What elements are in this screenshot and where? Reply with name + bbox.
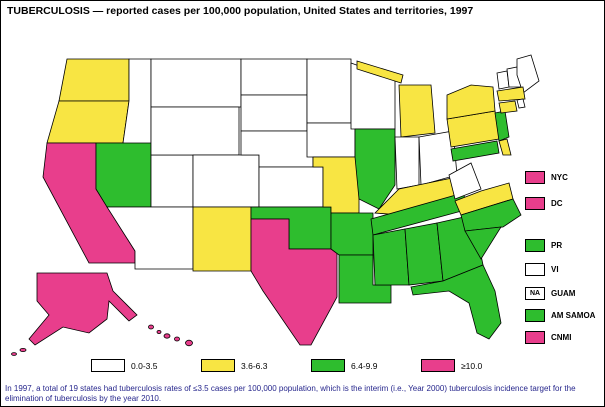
- territory-item-guam: NA GUAM: [525, 287, 575, 300]
- territory-swatch-guam: NA: [525, 287, 545, 300]
- legend-label-cat3: 6.4-9.9: [351, 360, 378, 371]
- hawaii-island-icon: [185, 339, 193, 347]
- state-de: [498, 138, 512, 156]
- legend-label-cat1: 0.0-3.5: [131, 360, 158, 371]
- state-ar: [330, 212, 374, 256]
- state-va: [454, 182, 514, 216]
- state-mn: [306, 58, 352, 124]
- territory-label-guam: GUAM: [551, 289, 576, 298]
- state-nd: [240, 58, 308, 96]
- state-me: [516, 54, 540, 94]
- state-wv: [448, 162, 482, 200]
- state-tx: [250, 218, 338, 346]
- legend-label-cat4: ≥10.0: [461, 360, 483, 371]
- state-wy: [150, 106, 240, 156]
- territory-label-pr: PR: [551, 241, 563, 250]
- hawaii-island-icon: [163, 333, 171, 339]
- territory-label-cnmi: CNMI: [551, 333, 572, 342]
- state-mi: [398, 84, 436, 138]
- territory-swatch-vi: [525, 263, 545, 276]
- territory-item-vi: VI: [525, 263, 559, 276]
- territory-swatch-am-samoa: [525, 309, 545, 322]
- state-co: [192, 154, 260, 208]
- legend-item-cat3: 6.4-9.9: [311, 359, 377, 372]
- territory-label-vi: VI: [551, 265, 559, 274]
- territory-swatch-cnmi: [525, 331, 545, 344]
- state-il: [354, 128, 396, 210]
- state-ak: [28, 272, 138, 346]
- state-ks: [258, 166, 324, 208]
- state-mt: [150, 58, 242, 108]
- territory-label-nyc: NYC: [551, 173, 568, 182]
- aleutian-island-icon: [11, 352, 17, 356]
- state-ri: [516, 98, 526, 109]
- territory-item-am-samoa: AM SAMOA: [525, 309, 595, 322]
- legend-item-cat1: 0.0-3.5: [91, 359, 157, 372]
- state-ny: [446, 84, 496, 120]
- territory-label-dc: DC: [551, 199, 563, 208]
- state-fl: [410, 264, 502, 340]
- hawaii-island-icon: [174, 336, 180, 342]
- territory-item-nyc: NYC: [525, 171, 568, 184]
- state-ia: [306, 122, 356, 158]
- legend-swatch-cat3: [311, 359, 345, 372]
- page-title: TUBERCULOSIS — reported cases per 100,00…: [7, 5, 474, 17]
- state-sc: [464, 226, 502, 260]
- hawaii-island-icon: [148, 324, 154, 330]
- state-ms: [372, 228, 410, 286]
- state-ct: [498, 100, 518, 114]
- legend-swatch-cat4: [421, 359, 455, 372]
- legend-swatch-cat1: [91, 359, 125, 372]
- state-wa: [58, 58, 130, 102]
- legend-item-cat2: 3.6-6.3: [201, 359, 267, 372]
- hawaii-island-icon: [156, 329, 162, 334]
- state-nm: [192, 206, 252, 272]
- legend-swatch-cat2: [201, 359, 235, 372]
- territory-item-pr: PR: [525, 239, 562, 252]
- footnote-text: In 1997, a total of 19 states had tuberc…: [5, 384, 576, 403]
- aleutian-island-icon: [19, 347, 27, 352]
- territory-label-am-samoa: AM SAMOA: [551, 311, 596, 320]
- legend-item-cat4: ≥10.0: [421, 359, 482, 372]
- state-al: [404, 222, 444, 286]
- territory-swatch-nyc: [525, 171, 545, 184]
- territory-swatch-pr: [525, 239, 545, 252]
- state-or: [46, 100, 130, 144]
- state-in: [394, 136, 420, 190]
- state-ma: [496, 86, 526, 102]
- state-mi-upper: [356, 60, 404, 84]
- state-sd: [240, 94, 308, 132]
- territory-item-dc: DC: [525, 197, 563, 210]
- state-md: [450, 140, 500, 162]
- territory-swatch-dc: [525, 197, 545, 210]
- state-nc: [460, 198, 522, 232]
- territory-item-cnmi: CNMI: [525, 331, 571, 344]
- legend-label-cat2: 3.6-6.3: [241, 360, 268, 371]
- state-nv: [95, 142, 152, 208]
- state-ut: [150, 154, 194, 208]
- state-az: [106, 206, 194, 270]
